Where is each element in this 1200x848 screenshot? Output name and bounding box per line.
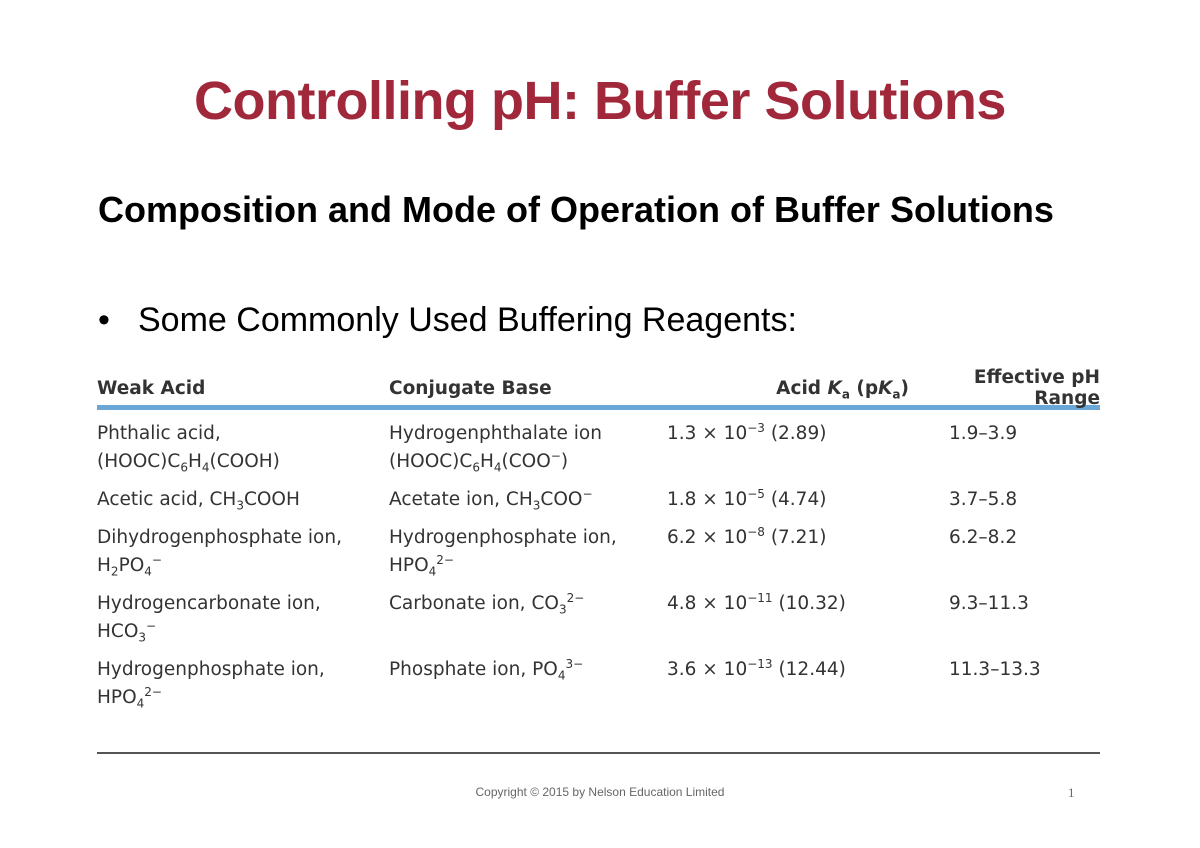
cell-ph-range: 11.3–13.3 <box>949 659 1041 680</box>
cell-weak-acid: Dihydrogenphosphate ion, H2PO4− <box>97 527 342 579</box>
cell-acid-ka: 1.8 × 10−5 (4.74) <box>667 486 827 510</box>
cell-ph-range: 1.9–3.9 <box>949 423 1018 444</box>
cell-weak-acid: Hydrogenphosphate ion, HPO42− <box>97 659 325 711</box>
copyright-footer: Copyright © 2015 by Nelson Education Lim… <box>475 785 725 799</box>
header-acid-ka: Acid Ka (pKa) <box>776 377 909 402</box>
buffer-reagents-table: Weak Acid Conjugate Base Acid Ka (pKa) E… <box>97 367 1100 712</box>
table-bottom-rule <box>97 752 1100 754</box>
header-weak-acid: Weak Acid <box>97 377 206 399</box>
cell-conjugate-base: Phosphate ion, PO43− <box>389 656 584 683</box>
header-conjugate-base: Conjugate Base <box>389 377 552 399</box>
cell-acid-ka: 1.3 × 10−3 (2.89) <box>667 420 827 444</box>
cell-weak-acid: Phthalic acid, (HOOC)C6H4(COOH) <box>97 423 280 475</box>
table-row: Hydrogenphosphate ion, HPO42− Phosphate io… <box>97 646 1100 712</box>
slide-title: Controlling pH: Buffer Solutions <box>194 71 1006 131</box>
table-body: Phthalic acid, (HOOC)C6H4(COOH) Hydrogenph… <box>97 410 1100 712</box>
table-row: Phthalic acid, (HOOC)C6H4(COOH) Hydrogenph… <box>97 410 1100 476</box>
cell-ph-range: 6.2–8.2 <box>949 527 1018 548</box>
page-number: 1 <box>1068 785 1075 800</box>
table-row: Hydrogencarbonate ion, HCO3− Carbonate ion… <box>97 580 1100 646</box>
cell-ph-range: 9.3–11.3 <box>949 593 1029 614</box>
section-heading: Composition and Mode of Operation of Buf… <box>98 189 1054 230</box>
cell-acid-ka: 4.8 × 10−11 (10.32) <box>667 590 846 614</box>
cell-conjugate-base: Hydrogenphosphate ion, HPO42− <box>389 527 617 579</box>
bullet-item: • Some Commonly Used Buffering Reagents: <box>98 295 797 345</box>
bullet-text: Some Commonly Used Buffering Reagents: <box>138 301 797 339</box>
cell-conjugate-base: Hydrogenphthalate ion (HOOC)C6H4(COO−) <box>389 423 602 475</box>
cell-acid-ka: 6.2 × 10−8 (7.21) <box>667 524 827 548</box>
cell-ph-range: 3.7–5.8 <box>949 489 1018 510</box>
cell-weak-acid: Hydrogencarbonate ion, HCO3− <box>97 593 321 645</box>
cell-weak-acid: Acetic acid, CH3COOH <box>97 489 300 513</box>
table-header-row: Weak Acid Conjugate Base Acid Ka (pKa) E… <box>97 367 1100 409</box>
header-effective-ph-range: Effective pH Range <box>973 367 1100 409</box>
table-row: Dihydrogenphosphate ion, H2PO4− Hydrogenph… <box>97 514 1100 580</box>
header-rule <box>97 405 1100 410</box>
table-row: Acetic acid, CH3COOH Acetate ion, CH3COO−… <box>97 476 1100 514</box>
bullet-icon: • <box>98 301 110 339</box>
cell-acid-ka: 3.6 × 10−13 (12.44) <box>667 656 846 680</box>
cell-conjugate-base: Carbonate ion, CO32− <box>389 590 585 617</box>
cell-conjugate-base: Acetate ion, CH3COO− <box>389 486 593 513</box>
